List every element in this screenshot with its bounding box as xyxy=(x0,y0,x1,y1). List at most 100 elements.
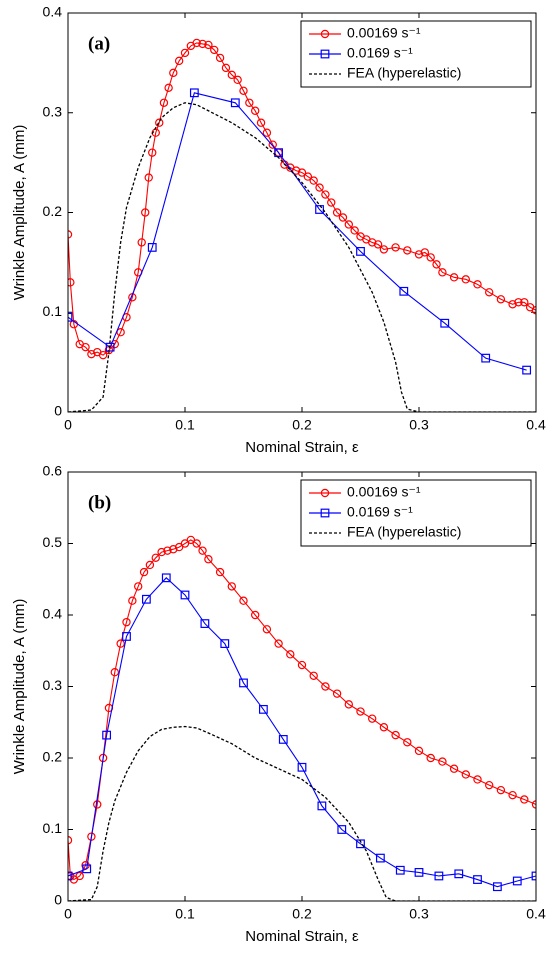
marker xyxy=(102,730,112,740)
marker xyxy=(449,764,459,773)
marker xyxy=(110,668,120,677)
marker xyxy=(137,238,146,247)
y-tick-label: 0 xyxy=(54,892,62,908)
marker xyxy=(399,286,409,296)
marker xyxy=(508,790,517,800)
marker xyxy=(141,208,150,217)
x-axis-label: Nominal Strain, ε xyxy=(245,439,359,456)
x-tick-label: 0.2 xyxy=(292,417,312,433)
marker xyxy=(262,128,272,137)
legend-label: 0.00169 s⁻¹ xyxy=(347,25,421,41)
legend-label: 0.0169 s⁻¹ xyxy=(347,504,413,520)
marker xyxy=(337,825,347,834)
marker xyxy=(496,785,506,795)
marker xyxy=(321,682,330,691)
marker xyxy=(454,869,464,879)
marker xyxy=(163,546,172,555)
marker xyxy=(164,83,173,93)
marker xyxy=(215,567,225,577)
x-axis-label: Nominal Strain, ε xyxy=(245,928,359,945)
x-tick-label: 0.3 xyxy=(409,906,429,922)
marker xyxy=(514,298,523,307)
marker xyxy=(420,248,430,257)
marker xyxy=(215,53,225,63)
marker xyxy=(250,610,260,620)
marker xyxy=(122,632,131,641)
marker xyxy=(531,306,536,315)
y-axis-label: Wrinkle Amplitude, A (mm) xyxy=(11,599,28,775)
legend-marker xyxy=(320,49,330,59)
x-tick-label: 0.2 xyxy=(292,906,312,922)
marker xyxy=(291,166,301,175)
legend-label: 0.0169 s⁻¹ xyxy=(347,45,413,61)
marker xyxy=(350,226,359,235)
panel-label: (b) xyxy=(88,492,111,513)
marker xyxy=(481,353,491,363)
marker xyxy=(403,738,412,747)
marker xyxy=(262,625,272,634)
marker xyxy=(245,98,254,107)
y-tick-label: 0.6 xyxy=(43,463,63,479)
marker xyxy=(338,213,348,222)
legend-marker xyxy=(320,488,330,498)
marker xyxy=(485,780,494,790)
series-line xyxy=(68,725,536,901)
marker xyxy=(151,553,160,563)
marker xyxy=(317,801,327,811)
marker xyxy=(274,148,283,158)
marker xyxy=(186,535,196,545)
marker xyxy=(239,596,248,605)
marker xyxy=(297,168,307,177)
marker xyxy=(473,775,482,784)
marker xyxy=(204,555,213,564)
marker xyxy=(432,260,441,269)
marker xyxy=(144,173,153,182)
marker xyxy=(438,757,447,766)
marker xyxy=(221,63,231,73)
marker xyxy=(274,639,283,648)
legend-label: 0.00169 s⁻¹ xyxy=(347,484,421,500)
marker xyxy=(332,208,342,217)
marker xyxy=(68,871,73,881)
marker xyxy=(239,678,248,688)
marker xyxy=(278,735,288,744)
x-tick-label: 0.4 xyxy=(526,417,546,433)
marker xyxy=(116,639,125,648)
x-tick-label: 0.1 xyxy=(175,906,195,922)
marker xyxy=(531,800,536,809)
marker xyxy=(473,280,482,289)
marker xyxy=(192,539,201,548)
y-tick-label: 0.4 xyxy=(43,606,63,622)
marker xyxy=(344,700,353,709)
legend-label: FEA (hyperelastic) xyxy=(347,524,461,540)
marker xyxy=(492,882,502,892)
axes-box xyxy=(67,12,537,413)
marker xyxy=(512,876,522,886)
marker xyxy=(258,704,268,714)
marker xyxy=(496,295,506,304)
marker xyxy=(192,38,201,48)
marker xyxy=(391,730,400,740)
y-tick-label: 0.1 xyxy=(43,820,63,836)
marker xyxy=(368,238,377,247)
marker xyxy=(169,68,178,78)
marker xyxy=(122,617,131,627)
marker xyxy=(157,547,166,557)
marker xyxy=(373,240,383,249)
marker xyxy=(75,871,84,881)
marker xyxy=(145,560,155,570)
marker xyxy=(327,198,336,207)
marker xyxy=(461,770,470,779)
marker xyxy=(148,148,157,157)
marker xyxy=(426,753,435,763)
plot-content xyxy=(68,535,536,901)
marker xyxy=(414,250,424,259)
marker xyxy=(233,75,242,85)
marker xyxy=(116,328,125,337)
marker xyxy=(147,243,157,252)
marker xyxy=(508,300,517,309)
marker xyxy=(522,365,532,375)
marker xyxy=(68,278,75,287)
marker xyxy=(87,349,96,359)
marker xyxy=(198,39,207,49)
